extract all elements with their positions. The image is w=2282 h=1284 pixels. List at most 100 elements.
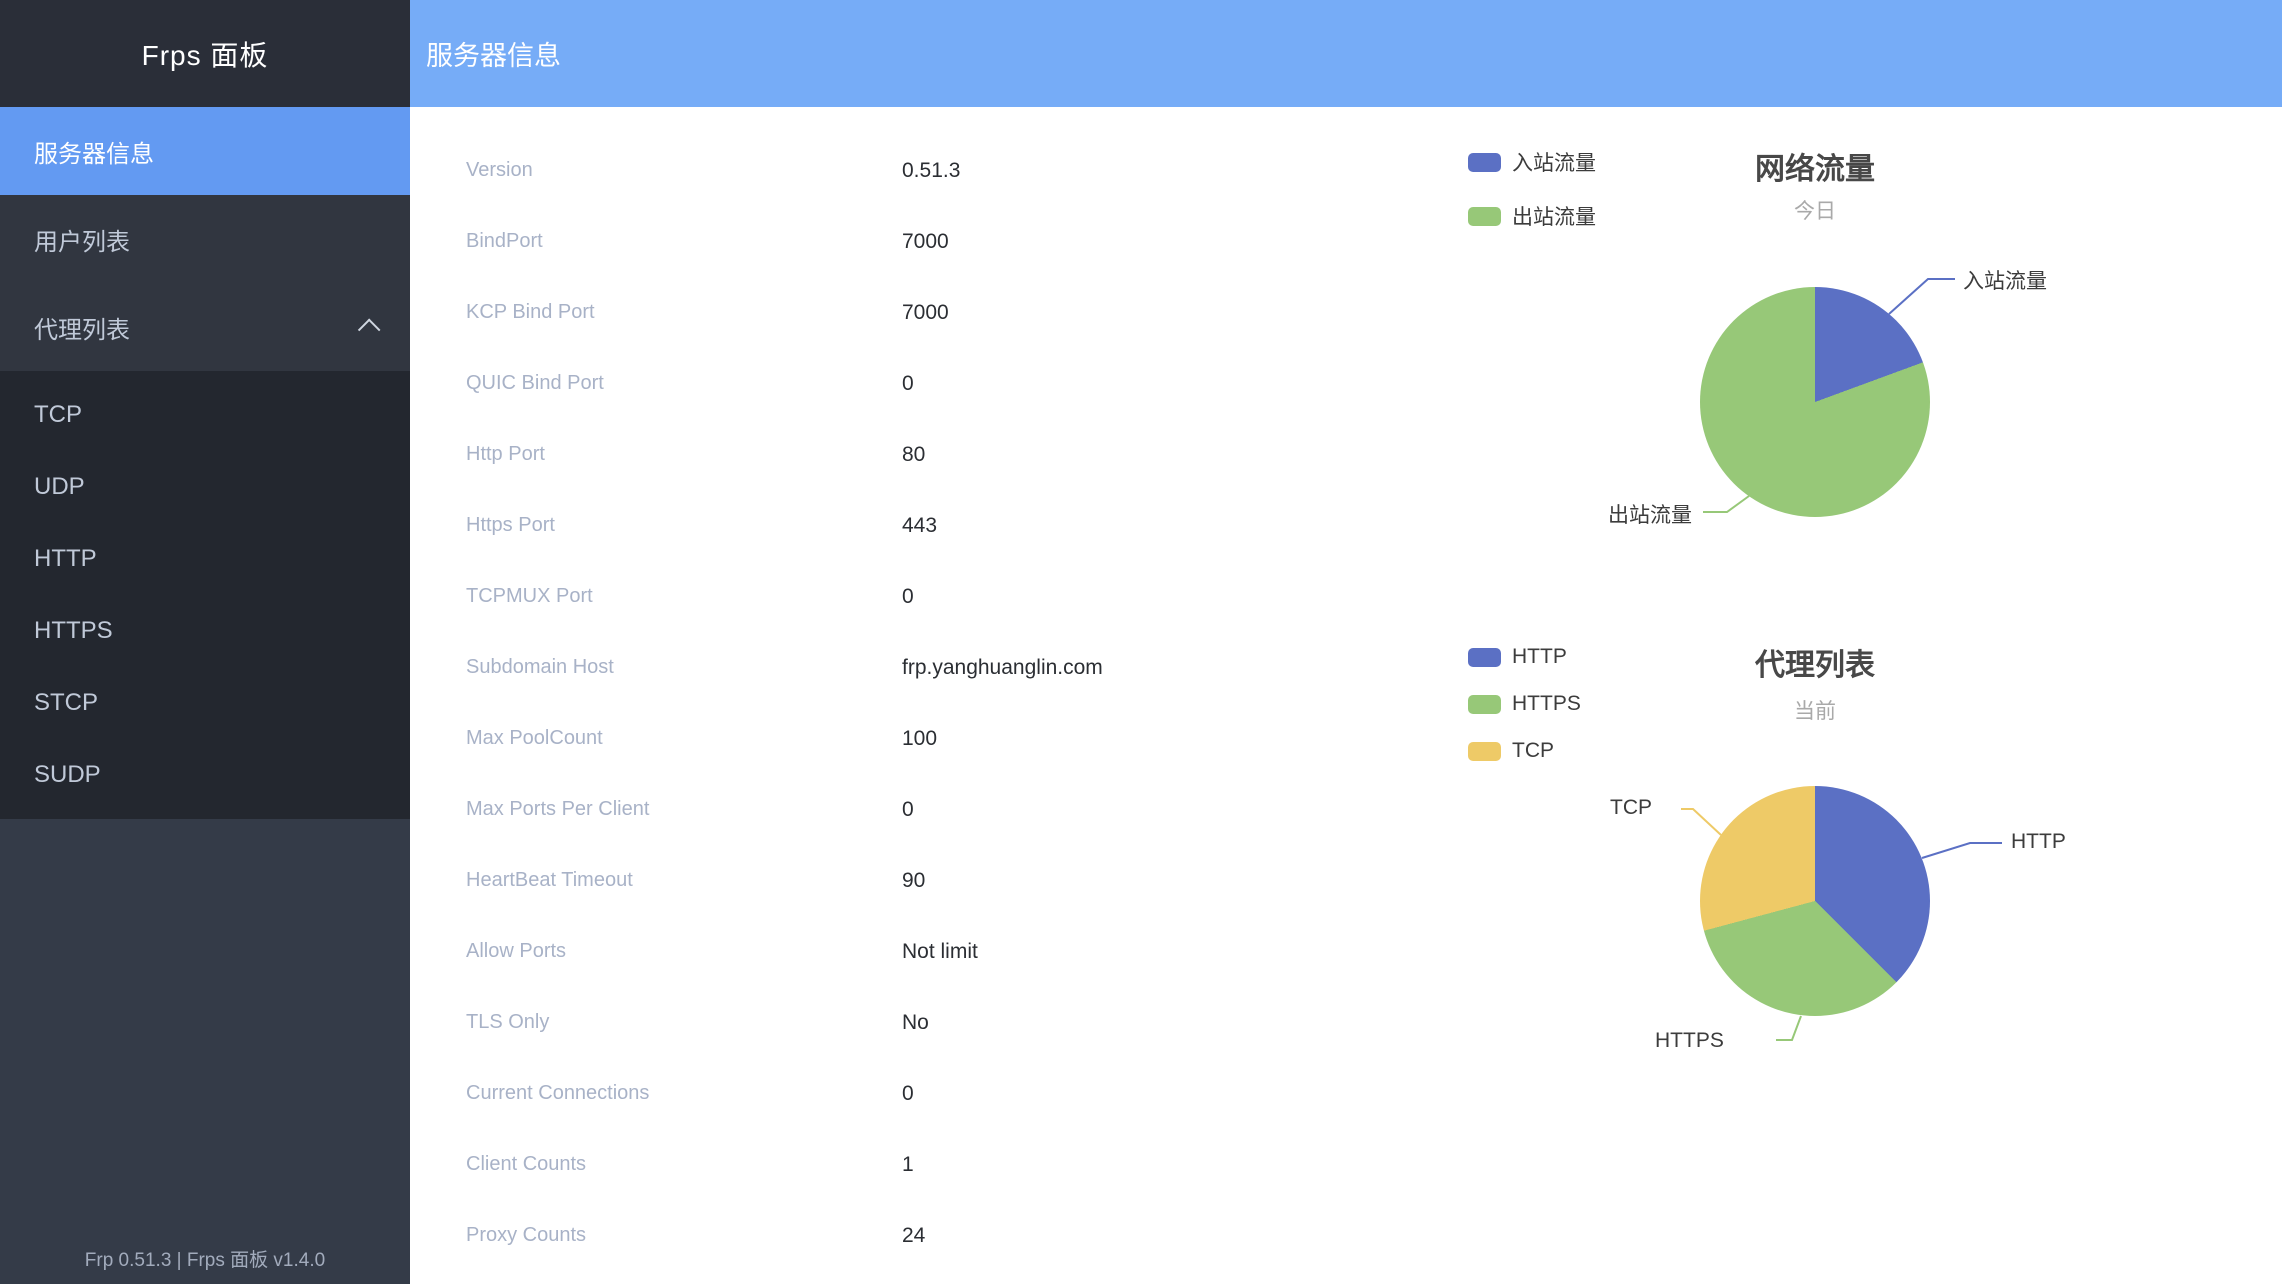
server-info-list: Version 0.51.3 BindPort 7000 KCP Bind Port 70… (410, 107, 1410, 1284)
callout-lines (1703, 278, 1955, 513)
sidebar-filler (0, 819, 410, 1284)
info-row: KCP Bind Port 7000 (466, 277, 1410, 348)
sidebar-submenu: TCP UDP HTTP HTTPS STCP SUDP (0, 371, 410, 819)
sidebar-subitem-http[interactable]: HTTP (34, 545, 97, 572)
info-row: HeartBeat Timeout 90 (466, 845, 1410, 916)
info-value: 90 (902, 868, 926, 892)
network-traffic-legend: 入站流量 出站流量 (1468, 147, 1596, 255)
sidebar-footer-version: Frp 0.51.3 | Frps 面板 v1.4.0 (84, 1250, 326, 1271)
info-label: QUIC Bind Port (466, 372, 604, 394)
callout-line-inbound (1888, 278, 1955, 315)
callout-line-https (1776, 1015, 1802, 1041)
info-label: Subdomain Host (466, 656, 614, 678)
main-area: 服务器信息 Version 0.51.3 BindPort 7000 KCP Bind … (410, 0, 2282, 1284)
info-value: 0.51.3 (902, 158, 961, 182)
chart-title: 代理列表 (1755, 649, 1875, 682)
sidebar-item-0[interactable]: 服务器信息 (0, 107, 410, 195)
proxy-list-legend: HTTP HTTPS TCP (1468, 645, 1581, 786)
info-label: Https Port (466, 514, 555, 536)
sidebar-menu: 服务器信息用户列表代理列表 TCP UDP HTTP HTTPS STCP SUDP (0, 107, 410, 819)
info-row: Allow Ports Not limit (466, 916, 1410, 987)
legend-item-HTTP[interactable]: HTTP (1468, 645, 1581, 669)
callout-label-inbound: 入站流量 (1963, 270, 2047, 293)
info-label: Current Connections (466, 1082, 650, 1104)
chevron-up-icon[interactable] (357, 318, 381, 342)
info-label: HeartBeat Timeout (466, 869, 633, 891)
sidebar-subitem-stcp[interactable]: STCP (34, 689, 99, 716)
legend-label: TCP (1512, 739, 1554, 762)
charts-panel: 入站流量 出站流量 网络流量 今日 入站流量 出站流量 HTTP HTTPS TCP … (1410, 107, 2282, 1284)
info-row: TLS Only No (466, 987, 1410, 1058)
callout-label-outbound: 出站流量 (1608, 504, 1692, 527)
info-row: QUIC Bind Port 0 (466, 348, 1410, 419)
info-row: Http Port 80 (466, 419, 1410, 490)
legend-item-入站流量[interactable]: 入站流量 (1468, 147, 1596, 177)
legend-swatch (1468, 206, 1501, 226)
callout-lines (1681, 808, 2002, 1041)
legend-label: 出站流量 (1512, 206, 1596, 229)
legend-label: 入站流量 (1512, 152, 1596, 175)
info-value: No (902, 1010, 929, 1034)
sidebar-item-1[interactable]: 用户列表 (0, 195, 410, 283)
info-value: 0 (902, 797, 914, 821)
callout-line-http (1921, 842, 2002, 859)
proxy-list-chart: HTTP HTTPS TCP 代理列表 当前 HTTP HTTPS TCP (1410, 620, 2282, 1284)
proxy-list-pie[interactable] (1700, 786, 1930, 1016)
sidebar-subitem-https[interactable]: HTTPS (34, 617, 113, 644)
info-row: Subdomain Host frp.yanghuanglin.com (466, 632, 1410, 703)
info-value: 0 (902, 584, 914, 608)
info-row: Max PoolCount 100 (466, 703, 1410, 774)
legend-swatch (1468, 741, 1501, 761)
info-label: Proxy Counts (466, 1224, 587, 1246)
sidebar-item-label: 代理列表 (34, 316, 130, 344)
info-row: Proxy Counts 24 (466, 1200, 1410, 1271)
sidebar-subitem-sudp[interactable]: SUDP (34, 761, 101, 788)
info-row: Current Connections 0 (466, 1058, 1410, 1129)
info-value: 0 (902, 371, 914, 395)
info-label: Version (466, 159, 533, 181)
info-label: Max PoolCount (466, 727, 603, 749)
callout-line-tcp (1681, 808, 1722, 836)
info-value: 100 (902, 726, 938, 750)
sidebar: Frps 面板 服务器信息用户列表代理列表 TCP UDP HTTP HTTPS STCP… (0, 0, 410, 1284)
info-value: frp.yanghuanglin.com (902, 655, 1103, 679)
info-value: 1 (902, 1152, 914, 1176)
legend-swatch (1468, 152, 1501, 172)
info-row: Client Counts 1 (466, 1129, 1410, 1200)
page-title: 服务器信息 (426, 41, 561, 71)
info-label: Allow Ports (466, 940, 567, 962)
chart-subtitle: 今日 (1794, 200, 1836, 223)
app-title: Frps 面板 (0, 0, 410, 107)
legend-swatch (1468, 694, 1501, 714)
sidebar-item-label: 服务器信息 (34, 140, 154, 168)
network-traffic-pie[interactable] (1700, 287, 1930, 517)
info-label: TCPMUX Port (466, 585, 593, 607)
sidebar-item-label: 用户列表 (34, 228, 130, 256)
legend-item-出站流量[interactable]: 出站流量 (1468, 201, 1596, 231)
info-value: Not limit (902, 939, 978, 963)
info-row: Https Port 443 (466, 490, 1410, 561)
info-row: Max Ports Per Client 0 (466, 774, 1410, 845)
chart-title: 网络流量 (1755, 153, 1875, 186)
legend-item-HTTPS[interactable]: HTTPS (1468, 692, 1581, 716)
legend-label: HTTP (1512, 645, 1567, 668)
callout-label-https: HTTPS (1655, 1029, 1724, 1052)
sidebar-item-2[interactable]: 代理列表 (0, 283, 410, 371)
info-label: Client Counts (466, 1153, 587, 1175)
legend-label: HTTPS (1512, 692, 1581, 715)
info-label: TLS Only (466, 1011, 550, 1033)
info-row: BindPort 7000 (466, 206, 1410, 277)
info-label: Max Ports Per Client (466, 798, 650, 820)
chart-subtitle: 当前 (1794, 700, 1836, 723)
page-header: 服务器信息 (410, 0, 2282, 107)
info-value: 7000 (902, 229, 949, 253)
info-row: Version 0.51.3 (466, 135, 1410, 206)
sidebar-subitem-tcp[interactable]: TCP (34, 401, 82, 428)
sidebar-subitem-udp[interactable]: UDP (34, 473, 85, 500)
info-label: Http Port (466, 443, 545, 465)
info-row: TCPMUX Port 0 (466, 561, 1410, 632)
network-traffic-chart: 入站流量 出站流量 网络流量 今日 入站流量 出站流量 (1410, 107, 2282, 620)
legend-item-TCP[interactable]: TCP (1468, 739, 1581, 763)
content: Version 0.51.3 BindPort 7000 KCP Bind Port 70… (410, 107, 2282, 1284)
